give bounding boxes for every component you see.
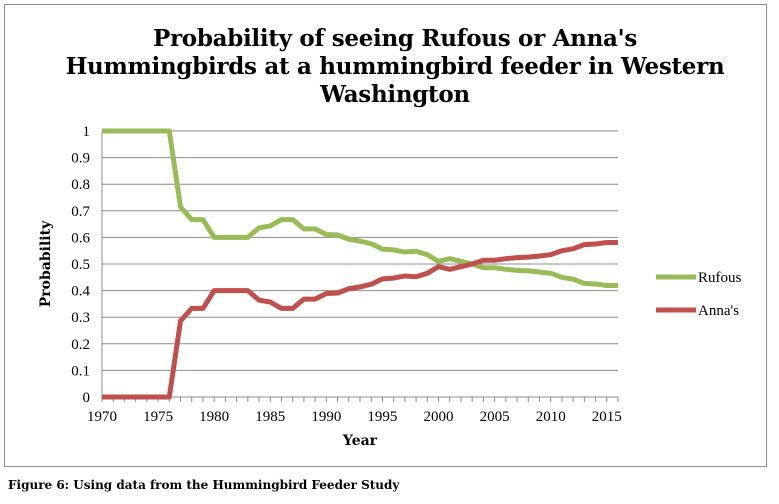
x-tick-label: 1990 <box>311 409 341 425</box>
line-chart: 0 0.1 0.2 0.3 0.4 0.5 0.6 0.7 0.8 0.9 1 1970 1975 198… <box>38 124 742 449</box>
y-tick-label: 0.7 <box>71 204 90 220</box>
x-tick-label: 2005 <box>480 409 510 425</box>
y-axis-title: Probability <box>38 220 54 307</box>
chart-title: Probability of seeing Rufous or Anna's H… <box>65 25 725 108</box>
x-tick-label: 1980 <box>199 409 229 425</box>
series-line-rufous <box>102 128 618 289</box>
y-tick-label: 0.1 <box>71 363 90 379</box>
y-tick-label: 0 <box>83 390 91 406</box>
x-axis-title: Year <box>342 433 378 449</box>
y-tick-label: 0.3 <box>71 310 90 326</box>
x-tick-label: 1985 <box>255 409 285 425</box>
series-line-annas <box>102 239 618 400</box>
y-tick-label: 0.6 <box>71 230 90 246</box>
x-tick-label: 1975 <box>143 409 173 425</box>
x-tick-label: 2015 <box>592 409 622 425</box>
legend-label-rufous: Rufous <box>698 270 742 286</box>
x-tick-label: 1995 <box>367 409 397 425</box>
legend-label-annas: Anna's <box>698 303 739 319</box>
x-tick-label: 2010 <box>536 409 566 425</box>
x-tick-label: 1970 <box>87 409 117 425</box>
y-tick-label: 0.4 <box>71 284 90 300</box>
y-tick-label: 0.9 <box>71 151 90 167</box>
figure-caption: Figure 6: Using data from the Hummingbir… <box>8 478 400 492</box>
y-tick-label: 0.2 <box>71 337 90 353</box>
chart-frame: Probability of seeing Rufous or Anna's H… <box>4 4 767 467</box>
x-tick-label: 2000 <box>424 409 454 425</box>
y-tick-label: 0.5 <box>71 257 90 273</box>
y-tick-label: 1 <box>83 124 91 140</box>
y-tick-label: 0.8 <box>71 177 90 193</box>
